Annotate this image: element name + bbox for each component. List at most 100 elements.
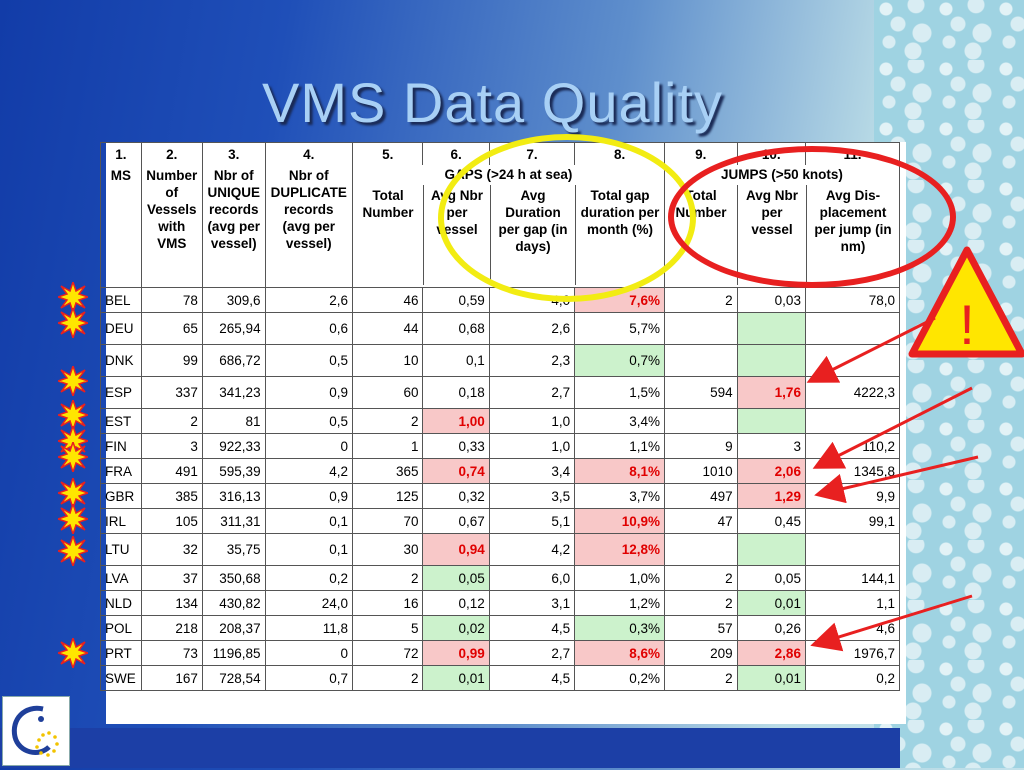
cell-gap-avg: 0,01 [422, 665, 490, 691]
starburst-icon [58, 478, 88, 508]
cell-gap-month: 10,9% [574, 508, 665, 534]
cell-dup: 0,1 [264, 508, 353, 534]
cell-jump-disp: 4,6 [804, 615, 901, 641]
cell-ms: GBR [100, 483, 142, 509]
cell-jump-disp: 1976,7 [804, 640, 901, 666]
cell-jump-disp: 1345,8 [804, 458, 901, 484]
cell-gap-total: 2 [351, 408, 424, 434]
cell-unique: 309,6 [201, 287, 266, 313]
cell-gap-total: 2 [351, 665, 424, 691]
cell-gap-month: 12,8% [574, 533, 665, 566]
cell-ms: ESP [100, 376, 142, 409]
warning-symbol: ! [959, 293, 975, 356]
table-row: EST 2 81 0,5 2 1,00 1,0 3,4% [100, 408, 901, 434]
header-vessels: Number of Vessels with VMS [140, 165, 203, 288]
cell-unique: 430,82 [201, 590, 266, 616]
cell-unique: 265,94 [201, 312, 266, 345]
cell-jump-disp [804, 533, 901, 566]
starburst-icon [58, 504, 88, 534]
bottom-band [0, 728, 900, 768]
table-row: FIN 3 922,33 0 1 0,33 1,0 1,1% 9 3 110,2 [100, 433, 901, 459]
cell-ms: BEL [100, 287, 142, 313]
cell-jump-avg: 0,01 [736, 665, 806, 691]
cell-dup: 0,5 [264, 344, 353, 377]
cell-dup: 4,2 [264, 458, 353, 484]
cell-vessels: 78 [140, 287, 203, 313]
cell-gap-dur: 4,2 [488, 533, 576, 566]
cell-gap-month: 1,1% [574, 433, 665, 459]
header-duplicate: Nbr of DUPLICATE records (avg per vessel… [264, 165, 353, 288]
red-highlight-ring [668, 146, 956, 288]
cell-vessels: 167 [140, 665, 203, 691]
cell-gap-avg: 0,02 [422, 615, 490, 641]
cell-ms: LTU [100, 533, 142, 566]
cell-jump-total: 209 [663, 640, 738, 666]
slide-title: VMS Data Quality [262, 71, 724, 134]
cell-jump-total: 2 [663, 565, 738, 591]
cell-gap-month: 0,3% [574, 615, 665, 641]
cell-jump-avg: 1,29 [736, 483, 806, 509]
cell-jump-avg: 0,45 [736, 508, 806, 534]
cell-vessels: 105 [140, 508, 203, 534]
cell-gap-dur: 4,5 [488, 665, 576, 691]
cell-ms: FRA [100, 458, 142, 484]
cell-vessels: 32 [140, 533, 203, 566]
cell-jump-avg: 0,03 [736, 287, 806, 313]
header-unique: Nbr of UNIQUE records (avg per vessel) [201, 165, 266, 288]
cell-jump-total: 57 [663, 615, 738, 641]
cell-gap-month: 1,2% [574, 590, 665, 616]
cell-jump-avg: 1,76 [736, 376, 806, 409]
cell-unique: 341,23 [201, 376, 266, 409]
cell-vessels: 491 [140, 458, 203, 484]
table-row: ESP 337 341,23 0,9 60 0,18 2,7 1,5% 594 1,76 4222,… [100, 376, 901, 409]
cell-dup: 0,1 [264, 533, 353, 566]
cell-jump-disp: 1,1 [804, 590, 901, 616]
table-row: LVA 37 350,68 0,2 2 0,05 6,0 1,0% 2 0,05 144,1 [100, 565, 901, 591]
cell-unique: 316,13 [201, 483, 266, 509]
cell-dup: 0,7 [264, 665, 353, 691]
cell-gap-dur: 2,3 [488, 344, 576, 377]
col-num: 5. [351, 142, 424, 165]
cell-gap-dur: 3,4 [488, 458, 576, 484]
cell-jump-disp: 99,1 [804, 508, 901, 534]
col-num: 2. [140, 142, 203, 165]
table-row: SWE 167 728,54 0,7 2 0,01 4,5 0,2% 2 0,01 0,2 [100, 665, 901, 691]
cell-gap-total: 70 [351, 508, 424, 534]
cell-gap-dur: 4,5 [488, 615, 576, 641]
cell-jump-avg [736, 533, 806, 566]
cell-ms: LVA [100, 565, 142, 591]
cell-gap-avg: 0,94 [422, 533, 490, 566]
cell-unique: 311,31 [201, 508, 266, 534]
cell-gap-dur: 1,0 [488, 408, 576, 434]
cell-gap-total: 72 [351, 640, 424, 666]
cell-vessels: 99 [140, 344, 203, 377]
cell-jump-total: 1010 [663, 458, 738, 484]
cell-gap-month: 1,5% [574, 376, 665, 409]
cell-gap-avg: 0,99 [422, 640, 490, 666]
cell-unique: 728,54 [201, 665, 266, 691]
cell-jump-disp [804, 344, 901, 377]
cell-ms: POL [100, 615, 142, 641]
cell-unique: 686,72 [201, 344, 266, 377]
cell-gap-avg: 0,67 [422, 508, 490, 534]
table-row: GBR 385 316,13 0,9 125 0,32 3,5 3,7% 497 1,29 9,9 [100, 483, 901, 509]
cell-gap-dur: 5,1 [488, 508, 576, 534]
cell-gap-avg: 0,1 [422, 344, 490, 377]
cell-gap-avg: 0,32 [422, 483, 490, 509]
yellow-highlight-ring [438, 134, 696, 302]
cell-gap-dur: 1,0 [488, 433, 576, 459]
cell-jump-avg: 0,26 [736, 615, 806, 641]
cell-unique: 922,33 [201, 433, 266, 459]
cell-gap-avg: 1,00 [422, 408, 490, 434]
cell-jump-total [663, 312, 738, 345]
cell-unique: 595,39 [201, 458, 266, 484]
table-row: DNK 99 686,72 0,5 10 0,1 2,3 0,7% [100, 344, 901, 377]
cell-gap-month: 1,0% [574, 565, 665, 591]
cell-gap-dur: 6,0 [488, 565, 576, 591]
cell-gap-dur: 2,6 [488, 312, 576, 345]
cell-jump-total: 2 [663, 287, 738, 313]
cell-ms: NLD [100, 590, 142, 616]
table-row: PRT 73 1196,85 0 72 0,99 2,7 8,6% 209 2,86 1976,7 [100, 640, 901, 666]
cell-dup: 11,8 [264, 615, 353, 641]
cell-dup: 0,9 [264, 376, 353, 409]
